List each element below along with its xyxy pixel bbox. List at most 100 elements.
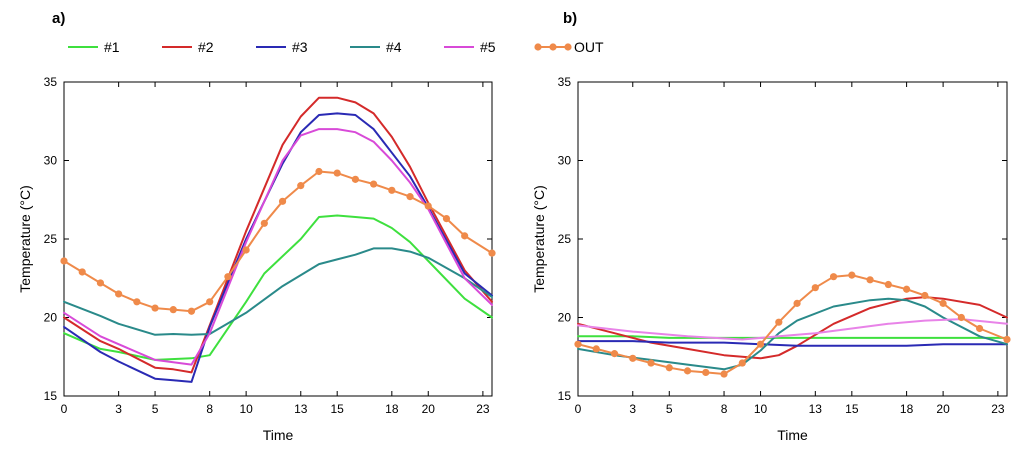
- panel-b-series-line-1: [577, 335, 1008, 339]
- panel-b-point-out-21: [957, 313, 965, 322]
- panel-a-xtick-label-8: 8: [206, 402, 213, 416]
- panel-b-y-axis-title: Temperature (°C): [531, 185, 547, 293]
- legend-item-1: #1: [68, 39, 120, 55]
- panel-a-point-out-10: [242, 246, 250, 254]
- panel-b-point-out-18: [902, 285, 911, 293]
- panel-b-x-axis-title: Time: [777, 427, 808, 443]
- panel-a-point-out-8: [206, 298, 214, 306]
- panel-b-ytick-label-20: 20: [558, 311, 572, 325]
- panel-a-point-out-1: [78, 268, 86, 276]
- legend-marker-out-2: [564, 43, 572, 51]
- panel-b-series-1: [577, 335, 1008, 339]
- panel-a-xtick-label-20: 20: [422, 402, 436, 416]
- panel-b-point-out-1: [592, 345, 600, 353]
- panel-b-label: b): [563, 10, 577, 27]
- panel-b-point-out-5: [665, 364, 673, 372]
- panel-b-series-5: [577, 318, 1008, 341]
- panel-b-point-out-19: [921, 291, 929, 300]
- panel-a-point-out-3: [115, 290, 123, 298]
- panel-a-series-4: [63, 247, 493, 336]
- panel-a-series-2: [63, 96, 493, 374]
- panel-b-xtick-label-15: 15: [845, 402, 859, 416]
- panel-a-xtick-label-18: 18: [385, 402, 399, 416]
- panel-a-xtick-label-3: 3: [115, 402, 122, 416]
- panel-a-xtick-label-13: 13: [294, 402, 308, 416]
- panel-b-ytick-label-25: 25: [558, 232, 572, 246]
- legend-label-out: OUT: [574, 39, 604, 55]
- panel-a-series-out: [60, 167, 496, 315]
- panel-a-point-out-22: [461, 232, 469, 240]
- panel-a: a)0 3 5 8 10 13 15 18 20 231520253035TimeTemperat…: [17, 10, 496, 443]
- panel-b-point-out-6: [683, 367, 692, 375]
- panel-a-series-3: [63, 112, 493, 383]
- legend: #1 #2 #3 #4 #5 OUT: [68, 39, 604, 55]
- panel-b-xtick-label-18: 18: [900, 402, 914, 416]
- panel-a-point-out-11: [260, 219, 268, 227]
- panel-a-point-out-12: [278, 197, 287, 205]
- legend-label-5: #5: [480, 39, 496, 55]
- panel-a-xtick-label-0: 0: [61, 402, 68, 416]
- panel-a-point-out-18: [388, 186, 396, 194]
- panel-a-point-out-6: [169, 306, 177, 314]
- panel-a-point-out-5: [151, 304, 159, 312]
- panel-b-point-out-3: [629, 354, 637, 362]
- panel-b-point-out-10: [756, 340, 765, 348]
- legend-item-3: #3: [256, 39, 308, 55]
- panel-a-point-out-9: [224, 273, 232, 281]
- panel-b-point-out-16: [866, 276, 874, 284]
- legend-label-3: #3: [292, 39, 308, 55]
- panel-b-series-line-3: [577, 340, 1008, 347]
- legend-item-2: #2: [162, 39, 214, 55]
- panel-a-xtick-label-10: 10: [239, 402, 253, 416]
- panel-b-point-out-12: [793, 299, 801, 307]
- panel-b-xtick-label-0: 0: [575, 402, 582, 416]
- panel-a-point-out-21: [442, 214, 451, 223]
- panel-a-point-out-4: [133, 298, 141, 306]
- legend-label-1: #1: [104, 39, 120, 55]
- panel-a-point-out-2: [96, 279, 105, 287]
- panel-b: b)0 3 5 8 10 13 15 18 20 231520253035TimeTemperat…: [531, 10, 1011, 443]
- panel-a-point-out-23: [488, 249, 496, 257]
- panel-b-ytick-label-35: 35: [558, 75, 572, 89]
- panel-a-x-axis-title: Time: [263, 427, 294, 443]
- panel-b-point-out-11: [775, 318, 783, 326]
- panel-b-point-out-23: [1003, 335, 1011, 344]
- panel-a-ytick-label-15: 15: [44, 389, 58, 403]
- panel-a-point-out-16: [351, 175, 360, 183]
- panel-b-xtick-label-13: 13: [809, 402, 823, 416]
- panel-a-series-5: [63, 128, 493, 366]
- panel-a-ytick-label-30: 30: [44, 154, 58, 168]
- panel-a-point-out-17: [370, 180, 378, 188]
- legend-item-4: #4: [350, 39, 402, 55]
- panel-a-series-line-4: [63, 247, 493, 336]
- legend-marker-out-1: [549, 43, 557, 51]
- panel-a-y-axis-title: Temperature (°C): [17, 185, 33, 293]
- panel-b-xtick-label-10: 10: [754, 402, 768, 416]
- panel-b-point-out-8: [720, 370, 728, 378]
- panel-b-point-out-17: [884, 280, 892, 289]
- panel-b-point-out-2: [610, 350, 619, 358]
- panel-a-xtick-label-23: 23: [476, 402, 490, 416]
- panel-b-point-out-9: [738, 359, 746, 367]
- panel-a-ytick-label-20: 20: [44, 311, 58, 325]
- panel-b-point-out-0: [574, 340, 582, 348]
- panel-a-series-line-2: [63, 96, 493, 374]
- panel-b-point-out-15: [848, 271, 856, 279]
- panel-b-xtick-label-23: 23: [991, 402, 1005, 416]
- panel-a-xtick-label-15: 15: [331, 402, 345, 416]
- panel-b-xtick-label-8: 8: [721, 402, 728, 416]
- panel-b-xtick-label-3: 3: [629, 402, 636, 416]
- panel-b-ytick-label-30: 30: [558, 154, 572, 168]
- panel-a-label: a): [52, 10, 65, 27]
- panel-a-point-out-0: [60, 257, 68, 265]
- panel-b-series-out: [574, 271, 1011, 378]
- panel-a-point-out-7: [187, 307, 196, 315]
- panel-a-series-line-5: [63, 128, 493, 366]
- panel-b-point-out-4: [647, 359, 655, 367]
- legend-label-4: #4: [386, 39, 402, 55]
- legend-marker-out-0: [534, 43, 542, 51]
- legend-label-2: #2: [198, 39, 214, 55]
- panel-b-xtick-label-20: 20: [936, 402, 950, 416]
- panel-a-xtick-label-5: 5: [152, 402, 159, 416]
- panel-a-series-1: [63, 214, 493, 361]
